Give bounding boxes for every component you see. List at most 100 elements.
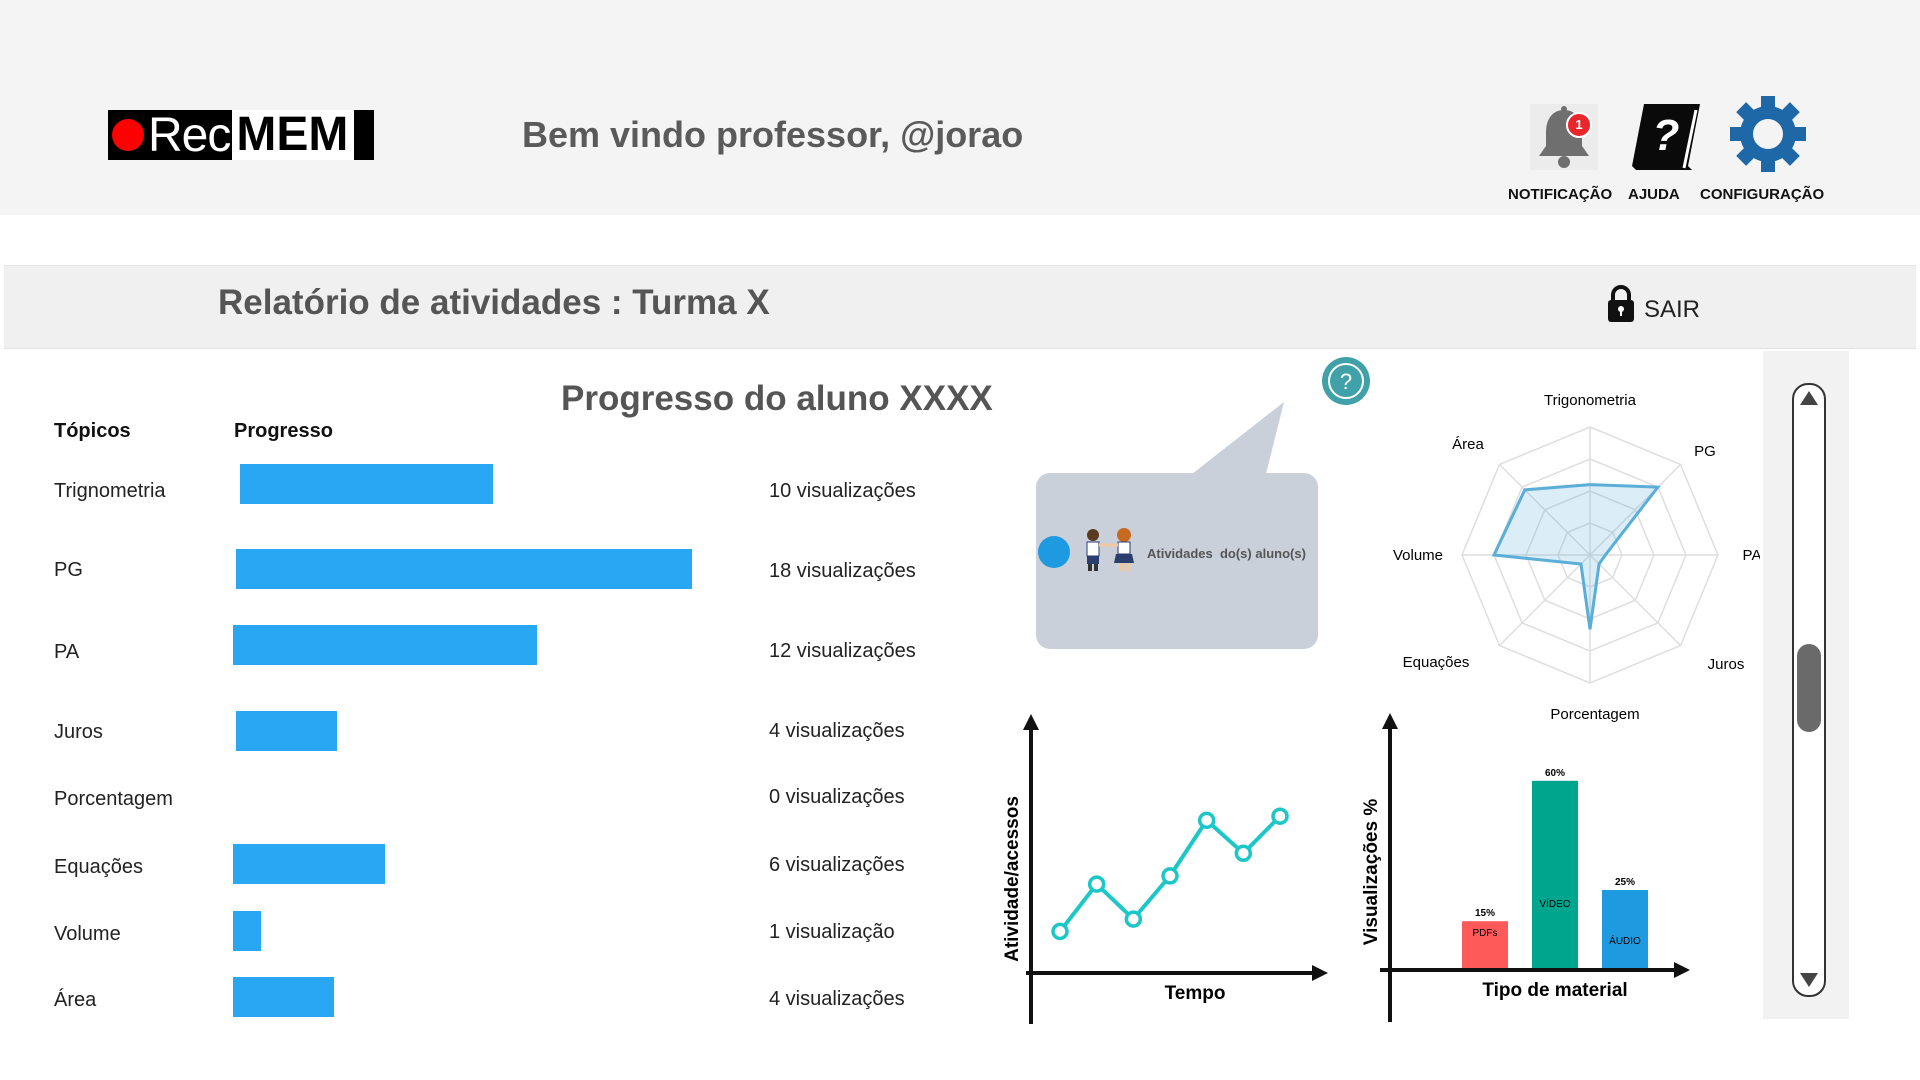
logout-label[interactable]: SAIR [1644, 296, 1701, 323]
line-points [1051, 807, 1289, 941]
x-axis-arrow [1312, 965, 1328, 981]
progress-title: Progresso do aluno XXXX [561, 379, 993, 418]
scroll-down-arrow-icon[interactable] [1799, 972, 1819, 988]
views-count: 4 visualizações [769, 720, 905, 742]
bar-0 [1462, 921, 1508, 968]
bar-chart: 15% PDFs 60% VÍDEO 25% ÁUDIO Tipo de material… [1361, 713, 1690, 1022]
legend-label: Atividades do(s) aluno(s) [1147, 546, 1306, 561]
top-header [0, 0, 1920, 215]
radar-axis-label: Área [1452, 436, 1484, 453]
students-icon [1086, 528, 1134, 571]
logo-text-mem: MEM [232, 110, 355, 160]
bar-value-label: 25% [1615, 877, 1635, 888]
logout-button[interactable] [1604, 284, 1704, 330]
settings-button[interactable] [1728, 94, 1808, 174]
notification-button[interactable]: 1 [1528, 100, 1608, 180]
views-count: 4 visualizações [769, 988, 905, 1010]
bar-value-label: 15% [1475, 908, 1495, 919]
bar-value-label: 60% [1545, 768, 1565, 779]
legend-popup [1036, 473, 1318, 649]
legend-marker [1038, 536, 1070, 568]
radar-grid [1461, 426, 1719, 684]
popup-pointer [1192, 402, 1284, 474]
topic-label: Porcentagem [54, 788, 173, 810]
bar-y-axis-title: Visualizações % [1361, 799, 1382, 946]
radar-spoke [1589, 554, 1682, 647]
help-button[interactable]: ? [1626, 100, 1704, 174]
progress-bar-volume [233, 911, 261, 951]
line-point [1087, 875, 1106, 893]
line-point [1271, 807, 1289, 825]
radar-axis-label: Trigonometria [1544, 392, 1637, 409]
views-count: 12 visualizações [769, 640, 916, 662]
radar-axis-label: Equações [1403, 654, 1470, 671]
radar-axis-label: PG [1694, 443, 1716, 460]
bar-2 [1602, 890, 1648, 968]
topic-label: Equações [54, 856, 143, 878]
scroll-up-arrow-icon[interactable] [1799, 390, 1819, 406]
views-count: 18 visualizações [769, 560, 916, 582]
help-label[interactable]: AJUDA [1628, 186, 1680, 203]
topics-column-header: Tópicos [54, 420, 131, 442]
line-point [1197, 811, 1216, 830]
y-axis-arrow [1382, 713, 1398, 729]
progress-bar-pa [233, 625, 537, 665]
topic-label: Área [54, 989, 97, 1011]
radar-spoke [1589, 463, 1682, 556]
report-bar [4, 265, 1916, 349]
bar-category-label: PDFs [1473, 928, 1498, 939]
svg-text:?: ? [1653, 111, 1680, 160]
line-chart: Tempo Atividade/acessos [1002, 714, 1328, 1024]
progress-bar-trigonometria [240, 464, 494, 504]
settings-label[interactable]: CONFIGURAÇÃO [1700, 186, 1825, 203]
views-count: 6 visualizações [769, 854, 905, 876]
line-point [1234, 844, 1253, 863]
topic-label: Juros [54, 721, 103, 743]
help-book-icon: ? [1632, 104, 1700, 170]
logo-record-dot [112, 119, 144, 151]
chart-help-button[interactable]: ? [1322, 357, 1370, 405]
bell-icon [1530, 104, 1598, 170]
radar-chart: Trigonometria PG PA Juros Porcentagem Eq… [1393, 392, 1760, 723]
radar-axis-label: PA [1743, 547, 1760, 564]
progress-bar-juros [236, 711, 338, 751]
report-title: Relatório de atividades : Turma X [218, 283, 770, 322]
recmem-logo: Rec MEM [108, 108, 374, 162]
line-point [1124, 910, 1143, 928]
lock-icon [1608, 285, 1634, 322]
progress-column-header: Progresso [234, 420, 333, 442]
line-x-axis-title: Tempo [1165, 983, 1226, 1004]
x-axis-arrow [1674, 962, 1690, 978]
radar-series [1491, 483, 1661, 630]
views-count: 0 visualizações [769, 786, 905, 808]
bar-1 [1532, 780, 1578, 968]
views-count: 1 visualização [769, 921, 895, 943]
line-point [1161, 867, 1179, 885]
line-y-axis-title: Atividade/acessos [1002, 796, 1023, 962]
scrollbar-thumb[interactable] [1797, 644, 1821, 732]
bars: 15% PDFs 60% VÍDEO 25% ÁUDIO [1462, 768, 1648, 968]
question-icon: ? [1328, 363, 1364, 399]
radar-axis-label: Porcentagem [1550, 706, 1639, 723]
topic-label: Trignometria [54, 480, 166, 502]
logo-text-rec: Rec [148, 108, 231, 162]
radar-axis-label: Volume [1393, 547, 1443, 564]
topic-label: PG [54, 559, 83, 581]
y-axis-arrow [1023, 714, 1039, 730]
topic-label: Volume [54, 923, 121, 945]
views-count: 10 visualizações [769, 480, 916, 502]
progress-bar-pg [236, 549, 692, 589]
progress-bar-area [233, 977, 335, 1017]
notification-count: 1 [1575, 117, 1583, 132]
gear-icon [1730, 96, 1806, 172]
welcome-message: Bem vindo professor, @jorao [522, 114, 1024, 155]
svg-text:?: ? [1340, 369, 1352, 394]
bar-category-label: VÍDEO [1539, 897, 1570, 910]
notification-label[interactable]: NOTIFICAÇÃO [1508, 186, 1613, 203]
radar-spoke [1498, 463, 1591, 556]
topic-label: PA [54, 641, 80, 663]
bar-x-axis-title: Tipo de material [1482, 980, 1627, 1001]
line-point [1051, 922, 1069, 941]
bar-category-label: ÁUDIO [1609, 934, 1641, 947]
radar-axis-label: Juros [1708, 656, 1745, 673]
